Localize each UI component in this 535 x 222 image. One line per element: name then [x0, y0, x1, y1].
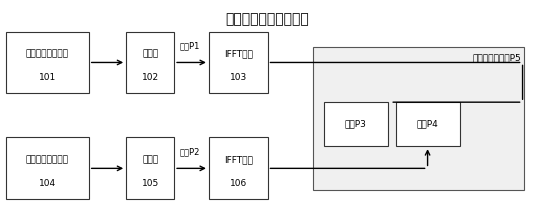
- Text: 103: 103: [230, 73, 247, 82]
- Text: 序列P3: 序列P3: [345, 120, 366, 129]
- Bar: [395, 102, 460, 146]
- Text: 序列P4: 序列P4: [417, 120, 439, 129]
- Text: 伪随机序列产生器: 伪随机序列产生器: [26, 155, 69, 164]
- Bar: [126, 137, 174, 199]
- Text: 映射器: 映射器: [142, 49, 158, 58]
- Bar: [324, 102, 387, 146]
- Text: 104: 104: [39, 179, 56, 188]
- Bar: [6, 32, 89, 93]
- Text: 序列P1: 序列P1: [180, 41, 200, 50]
- Text: IFFT模块: IFFT模块: [224, 49, 253, 58]
- Bar: [126, 32, 174, 93]
- Text: 106: 106: [230, 179, 247, 188]
- Text: 102: 102: [142, 73, 159, 82]
- Text: 105: 105: [141, 179, 159, 188]
- Bar: [313, 47, 524, 190]
- Bar: [209, 137, 268, 199]
- Text: 序列P2: 序列P2: [180, 147, 200, 156]
- Text: 同步训练字序列P5: 同步训练字序列P5: [472, 54, 521, 63]
- Text: 伪随机序列产生器: 伪随机序列产生器: [26, 49, 69, 58]
- Text: IFFT模块: IFFT模块: [224, 155, 253, 164]
- Bar: [6, 137, 89, 199]
- Text: 101: 101: [39, 73, 56, 82]
- Text: 频域同步发送单元框图: 频域同步发送单元框图: [226, 12, 309, 26]
- Text: 映射器: 映射器: [142, 155, 158, 164]
- Bar: [209, 32, 268, 93]
